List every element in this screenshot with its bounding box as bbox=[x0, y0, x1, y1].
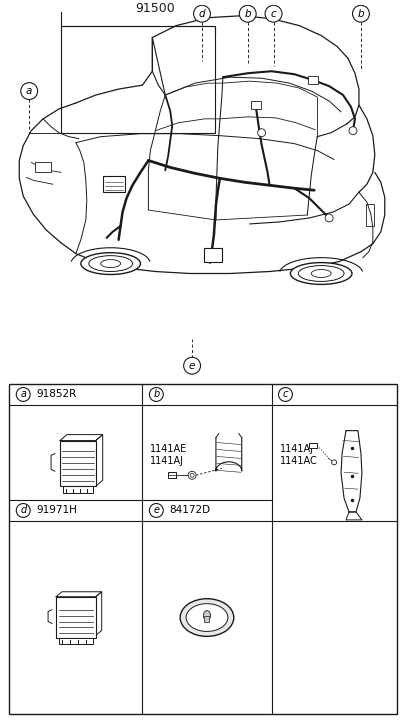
Ellipse shape bbox=[290, 262, 352, 284]
Text: a: a bbox=[20, 390, 26, 399]
Circle shape bbox=[239, 5, 256, 22]
Text: 1141AC: 1141AC bbox=[279, 457, 317, 467]
Text: b: b bbox=[357, 9, 364, 19]
Bar bbox=[204, 248, 222, 262]
Circle shape bbox=[21, 83, 38, 100]
Text: 1141AJ: 1141AJ bbox=[279, 444, 313, 454]
Text: 91971H: 91971H bbox=[36, 505, 77, 515]
Circle shape bbox=[332, 460, 337, 465]
Bar bbox=[35, 162, 51, 172]
Circle shape bbox=[353, 5, 369, 22]
Text: e: e bbox=[189, 361, 195, 371]
Text: d: d bbox=[199, 9, 205, 19]
Circle shape bbox=[257, 129, 266, 137]
Circle shape bbox=[16, 504, 30, 518]
Text: 91500: 91500 bbox=[135, 2, 175, 15]
Ellipse shape bbox=[186, 603, 228, 632]
Bar bbox=[59, 638, 93, 644]
Text: 1141AJ: 1141AJ bbox=[151, 457, 184, 467]
Text: 1141AE: 1141AE bbox=[151, 444, 188, 454]
Circle shape bbox=[184, 357, 200, 374]
Bar bbox=[168, 473, 176, 478]
Circle shape bbox=[16, 387, 30, 401]
Bar bbox=[204, 616, 209, 622]
Text: b: b bbox=[153, 390, 160, 399]
Bar bbox=[366, 204, 374, 226]
Circle shape bbox=[279, 387, 293, 401]
Circle shape bbox=[149, 387, 163, 401]
Circle shape bbox=[325, 214, 333, 222]
Text: c: c bbox=[271, 9, 276, 19]
Text: 91852R: 91852R bbox=[36, 390, 76, 399]
Bar bbox=[251, 101, 261, 109]
Circle shape bbox=[149, 504, 163, 518]
Text: b: b bbox=[244, 9, 251, 19]
Bar bbox=[9, 384, 397, 714]
Ellipse shape bbox=[204, 611, 211, 621]
Bar bbox=[308, 76, 318, 84]
Text: a: a bbox=[26, 86, 32, 96]
Text: d: d bbox=[20, 505, 27, 515]
Circle shape bbox=[349, 126, 357, 134]
Ellipse shape bbox=[81, 253, 140, 275]
Bar bbox=[60, 441, 96, 486]
Circle shape bbox=[193, 5, 211, 22]
Circle shape bbox=[188, 471, 196, 479]
Text: 84172D: 84172D bbox=[169, 505, 211, 515]
Bar bbox=[309, 443, 317, 449]
Text: c: c bbox=[283, 390, 288, 399]
Bar bbox=[103, 177, 124, 192]
Circle shape bbox=[265, 5, 282, 22]
Ellipse shape bbox=[180, 599, 234, 636]
Text: e: e bbox=[153, 505, 160, 515]
Bar bbox=[56, 597, 96, 638]
